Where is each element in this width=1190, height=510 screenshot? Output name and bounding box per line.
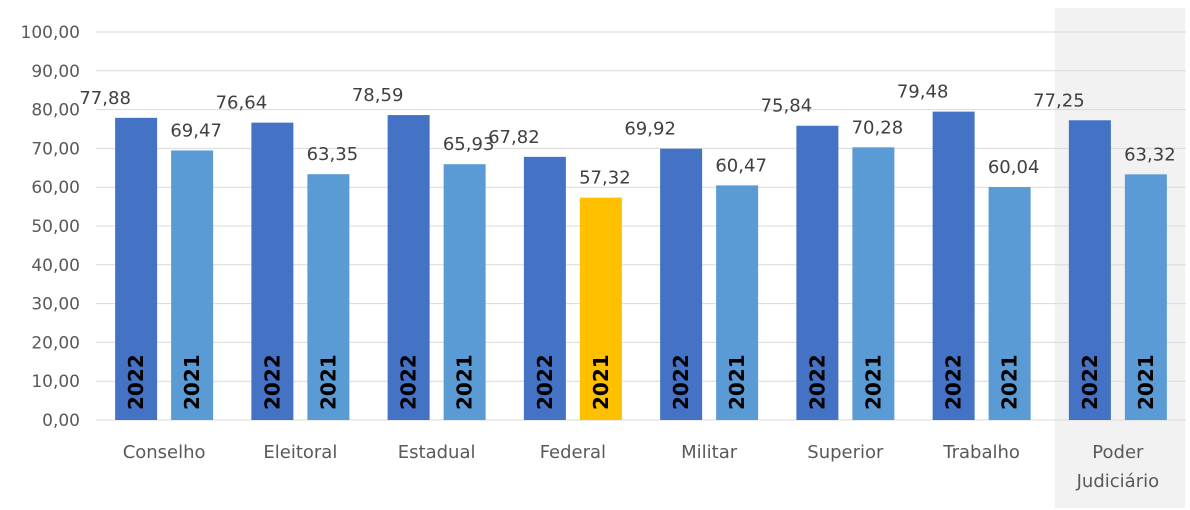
data-label: 57,32: [579, 168, 631, 189]
x-tick-label: Superior: [807, 442, 884, 463]
bar-2021: [1124, 174, 1167, 420]
y-tick-label: 50,00: [31, 217, 80, 237]
bar-series-label: 2022: [124, 354, 148, 410]
bar-2022: [1068, 120, 1111, 421]
data-labels: 2022 77,88 2021 69,47 2022 76,64 2021 63,35 2022…: [79, 82, 1175, 410]
bar-series-label: 2021: [725, 354, 749, 410]
x-tick-label: Eleitoral: [263, 442, 337, 463]
y-tick-label: 10,00: [31, 372, 80, 392]
y-tick-label: 90,00: [31, 62, 80, 82]
data-label: 75,84: [761, 96, 813, 117]
bars: [115, 111, 1167, 421]
x-tick-label: Poder Judiciário: [1076, 442, 1160, 492]
y-tick-label: 40,00: [31, 256, 80, 276]
bar-2021: [307, 174, 350, 420]
x-tick-label: Federal: [540, 442, 606, 463]
bar-series-label: 2022: [1078, 354, 1102, 410]
bar-2022: [251, 122, 294, 420]
bar-series-label: 2022: [805, 354, 829, 410]
bar-2021: [171, 150, 214, 420]
bar-2021: [443, 164, 486, 420]
y-axis-tick-labels: 0,00 10,00 20,00 30,00 40,00 50,00 60,00 70,00 8…: [21, 23, 80, 431]
bar-2021: [988, 187, 1031, 420]
data-label: 65,93: [443, 134, 495, 155]
data-label: 63,32: [1124, 144, 1176, 165]
data-label: 76,64: [216, 93, 268, 114]
bar-2021: [716, 185, 759, 420]
bar-series-label: 2021: [316, 354, 340, 410]
data-label: 69,92: [624, 119, 676, 140]
x-tick-label: Estadual: [398, 442, 476, 463]
bar-series-label: 2022: [260, 354, 284, 410]
y-tick-label: 70,00: [31, 139, 80, 159]
bar-2022: [523, 156, 566, 420]
bar-2022: [932, 111, 975, 420]
data-label: 63,35: [307, 144, 359, 165]
bar-series-label: 2021: [861, 354, 885, 410]
y-tick-label: 60,00: [31, 178, 80, 198]
data-label: 69,47: [170, 120, 222, 141]
data-label: 77,88: [79, 88, 131, 109]
data-label: 67,82: [488, 127, 540, 148]
bar-series-label: 2022: [669, 354, 693, 410]
data-label: 78,59: [352, 85, 404, 106]
data-label: 60,04: [988, 157, 1040, 178]
x-axis-category-labels: Conselho Eleitoral Estadual Federal Militar S…: [123, 442, 1159, 492]
y-tick-label: 80,00: [31, 101, 80, 121]
bar-2022: [115, 117, 158, 421]
bar-series-label: 2022: [533, 354, 557, 410]
bar-2021: [579, 197, 622, 420]
bar-2021: [852, 147, 895, 420]
bar-series-label: 2022: [942, 354, 966, 410]
x-tick-label: Conselho: [123, 442, 206, 463]
data-label: 60,47: [715, 155, 767, 176]
y-tick-label: 20,00: [31, 333, 80, 353]
bar-series-label: 2022: [397, 354, 421, 410]
bar-2022: [796, 125, 839, 421]
bar-series-label: 2021: [453, 354, 477, 410]
bar-2022: [387, 115, 430, 420]
x-tick-label: Trabalho: [942, 442, 1020, 463]
y-tick-label: 30,00: [31, 295, 80, 315]
bar-series-label: 2021: [180, 354, 204, 410]
bar-series-label: 2021: [1134, 354, 1158, 410]
data-label: 79,48: [897, 82, 949, 103]
y-tick-label: 100,00: [21, 23, 80, 43]
bar-series-label: 2021: [589, 354, 613, 410]
bar-2022: [660, 148, 703, 421]
y-tick-label: 0,00: [42, 411, 80, 431]
bar-series-label: 2021: [998, 354, 1022, 410]
data-label: 70,28: [852, 117, 904, 138]
data-label: 77,25: [1033, 90, 1085, 111]
x-tick-label: Militar: [681, 442, 738, 463]
